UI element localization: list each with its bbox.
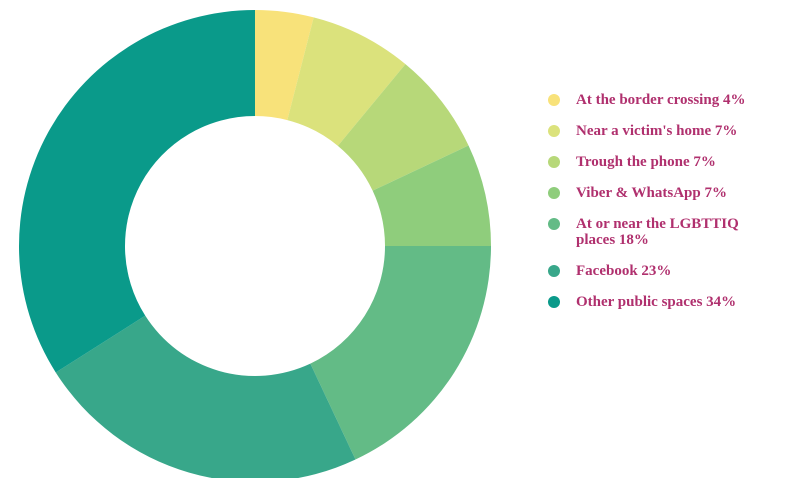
legend-item: Other public spaces 34% [548, 294, 780, 310]
legend-swatch [548, 94, 560, 106]
legend-item: At or near the LGBTTIQ places 18% [548, 216, 780, 248]
donut-slice [287, 17, 406, 146]
legend-label: At the border crossing 4% [576, 92, 745, 108]
chart [19, 10, 491, 478]
legend-category: At or near the LGBTTIQ places [576, 216, 739, 248]
donut-slice [372, 145, 491, 246]
legend: At the border crossing 4% Near a victim's… [548, 92, 780, 325]
legend-category: Viber & WhatsApp [576, 185, 701, 201]
legend-category: Facebook [576, 263, 638, 279]
legend-category: Trough the phone [576, 154, 690, 170]
legend-value: 7% [704, 185, 728, 201]
donut-slice [337, 64, 469, 191]
legend-label: Trough the phone 7% [576, 154, 716, 170]
legend-value: 23% [641, 263, 672, 279]
legend-label: Viber & WhatsApp 7% [576, 185, 727, 201]
legend-label: At or near the LGBTTIQ places 18% [576, 216, 780, 248]
donut-slice [19, 10, 256, 373]
legend-label: Near a victim's home 7% [576, 123, 737, 139]
legend-value: 18% [618, 232, 649, 248]
donut-slice [255, 10, 314, 121]
legend-item: Trough the phone 7% [548, 154, 780, 170]
legend-swatch [548, 125, 560, 137]
legend-swatch [548, 218, 560, 230]
donut-slice [55, 315, 356, 478]
legend-swatch [548, 156, 560, 168]
legend-swatch [548, 187, 560, 199]
donut-slice [310, 246, 491, 460]
legend-swatch [548, 296, 560, 308]
legend-item: Facebook 23% [548, 263, 780, 279]
legend-item: At the border crossing 4% [548, 92, 780, 108]
legend-item: Viber & WhatsApp 7% [548, 185, 780, 201]
legend-item: Near a victim's home 7% [548, 123, 780, 139]
legend-value: 7% [714, 123, 738, 139]
legend-value: 7% [693, 154, 716, 170]
legend-category: Other public spaces [576, 294, 703, 310]
legend-value: 34% [706, 294, 737, 310]
legend-label: Other public spaces 34% [576, 294, 736, 310]
legend-label: Facebook 23% [576, 263, 671, 279]
legend-category: At the border crossing [576, 92, 720, 108]
legend-category: Near a victim's home [576, 123, 712, 139]
legend-value: 4% [722, 92, 746, 108]
legend-swatch [548, 265, 560, 277]
